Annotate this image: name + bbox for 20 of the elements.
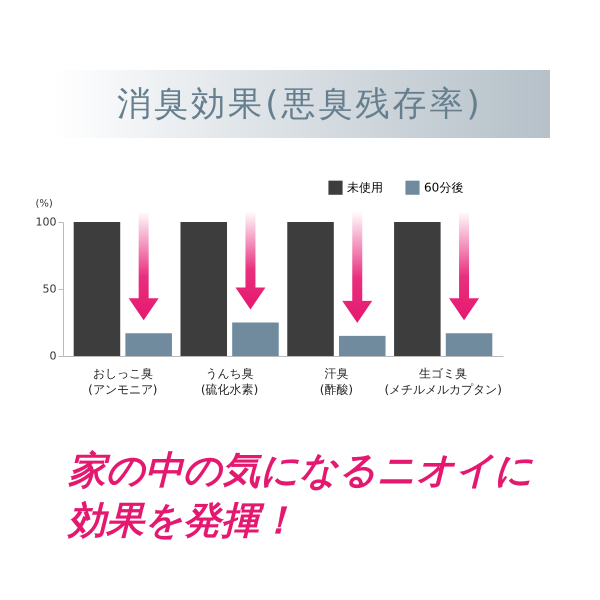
bar xyxy=(287,222,334,356)
bar xyxy=(180,222,228,356)
x-tick-label: うんち臭 (硫化水素) xyxy=(200,366,258,396)
y-tick-label: 50 xyxy=(42,282,56,296)
y-axis-title: (%) xyxy=(36,198,53,210)
legend-label: 未使用 xyxy=(347,180,383,195)
x-tick-label: おしっこ臭 (アンモニア) xyxy=(88,366,158,396)
bar xyxy=(338,336,386,356)
bar xyxy=(125,333,172,356)
legend-label: 60分後 xyxy=(424,180,464,195)
bar xyxy=(74,222,120,356)
y-tick-label: 100 xyxy=(36,216,56,228)
x-tick-label: 生ゴミ臭 (メチルメルカプタン) xyxy=(384,366,502,396)
bar xyxy=(232,322,279,356)
bar xyxy=(446,333,492,356)
y-tick-label: 0 xyxy=(50,350,56,362)
bar xyxy=(394,222,441,356)
x-tick-label: 汗臭 (酢酸) xyxy=(320,366,354,396)
chart-title: 消臭効果(悪臭残存率) xyxy=(50,70,550,138)
text: 家の中の気になるニオイに効果を発揮！ xyxy=(68,447,534,544)
